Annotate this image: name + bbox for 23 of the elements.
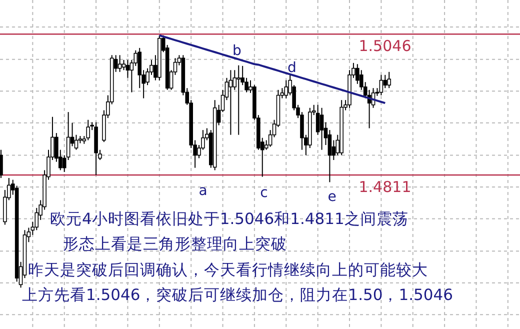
annotation: 欧元4小时图看依旧处于1.5046和1.4811之间震荡 (50, 210, 408, 228)
candlestick (387, 71, 392, 89)
annotation: d (288, 60, 296, 76)
candlestick (0, 149, 3, 178)
candlestick (383, 74, 388, 89)
annotation: e (328, 189, 336, 205)
candlestick (328, 130, 332, 183)
candlestick (320, 107, 324, 150)
candlestick (236, 64, 241, 136)
annotation: 形态上看是三角形整理向上突破 (63, 235, 287, 253)
candlestick (379, 74, 384, 96)
annotation: a (198, 183, 208, 199)
annotation: b (232, 43, 242, 59)
candlestick (126, 59, 130, 78)
annotation: 昨天是突破后回调确认，今天看行情继续向上的可能较大 (28, 261, 428, 279)
candlestick (118, 54, 122, 72)
candlestick (86, 119, 90, 141)
ref-line-label: 1.4811 (358, 178, 412, 196)
annotation: c (260, 185, 268, 201)
ref-line-label: 1.5046 (358, 37, 412, 56)
annotation: 上方先看1.5046，突破后可继续加仓，阻力在1.50，1.5046 (22, 286, 453, 304)
candlestick (316, 104, 320, 136)
candlestick (228, 70, 233, 136)
